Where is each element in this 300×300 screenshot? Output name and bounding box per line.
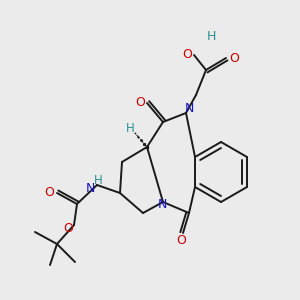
Text: H: H <box>126 122 134 136</box>
Text: O: O <box>176 235 186 248</box>
Text: O: O <box>229 52 239 64</box>
Text: O: O <box>63 221 73 235</box>
Text: O: O <box>182 49 192 62</box>
Text: N: N <box>85 182 95 196</box>
Text: O: O <box>44 187 54 200</box>
Text: N: N <box>157 197 167 211</box>
Text: N: N <box>184 103 194 116</box>
Text: H: H <box>94 173 102 187</box>
Text: O: O <box>135 95 145 109</box>
Text: H: H <box>206 29 216 43</box>
